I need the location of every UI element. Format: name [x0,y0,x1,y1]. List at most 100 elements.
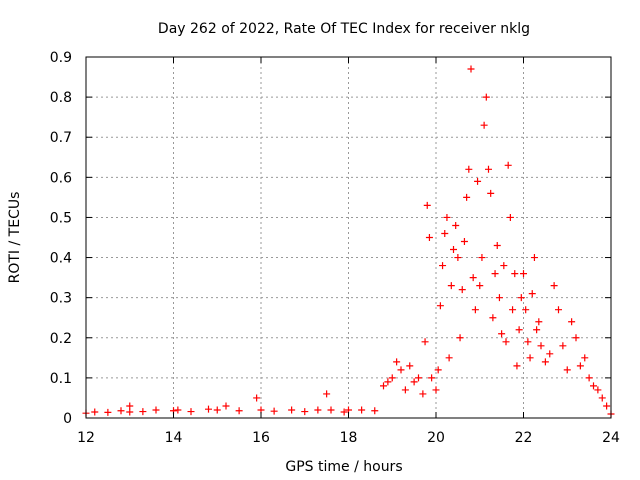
data-point [447,282,455,290]
data-point [533,326,541,334]
data-point [500,262,508,270]
data-point [469,274,477,282]
data-point [493,242,501,250]
data-point [515,326,523,334]
x-tick-label: 18 [340,430,358,446]
grid-lines [86,57,611,418]
data-point [270,407,278,415]
data-point [104,408,112,416]
data-point [340,408,348,416]
data-point [397,366,405,374]
data-point [485,165,492,173]
data-point [253,394,261,402]
data-point [450,246,457,254]
data-point [439,262,447,270]
data-point [388,374,396,382]
x-tick-label: 16 [252,430,270,446]
data-point [585,374,593,382]
x-tick-label: 14 [165,430,183,446]
data-point [301,408,309,416]
data-point [434,366,442,374]
data-point [432,386,440,394]
data-point [541,358,549,366]
data-point [482,93,490,101]
data-point [504,161,512,169]
data-point [205,405,212,413]
data-point [421,338,429,346]
data-point [594,386,602,394]
data-point [535,318,543,326]
data-point [498,330,506,338]
data-point [406,362,414,370]
data-point [415,374,422,382]
data-point [187,408,195,416]
data-point [537,342,545,350]
y-tick-label: 0.8 [50,90,72,106]
data-point [152,406,160,414]
data-point [487,189,495,197]
data-point [546,350,554,358]
data-point [213,406,221,414]
data-point [520,270,527,278]
y-tick-label: 0.1 [50,371,72,387]
data-point [495,294,503,302]
data-point [576,362,584,370]
x-tick-label: 22 [515,430,533,446]
y-tick-label: 0 [63,411,72,427]
data-point [517,294,525,302]
data-point [445,354,453,362]
data-point [568,318,576,326]
data-point [506,213,514,221]
y-tick-label: 0.2 [50,331,72,347]
data-point [117,407,125,415]
data-point [502,338,510,346]
data-point [436,302,444,310]
x-tick-label: 12 [77,430,95,446]
data-point [441,229,449,237]
data-point [559,342,567,350]
data-point [572,334,580,342]
data-point [598,394,606,402]
x-tick-label: 20 [427,430,445,446]
data-point [524,338,532,346]
data-point [384,378,392,386]
tick-labels: 12 14 16 18 20 22 24 0 0.1 0.2 0.3 0.4 0.5 0.6 0.7 0.8 0… [50,50,620,446]
data-point [288,406,296,414]
data-point [478,254,486,262]
data-point [327,406,335,414]
data-point [467,65,475,73]
y-tick-label: 0.4 [50,251,72,267]
y-tick-label: 0.9 [50,50,72,66]
data-point [91,408,99,416]
data-point [528,290,536,298]
data-point [563,366,571,374]
data-point [222,402,230,410]
data-point [380,382,387,390]
data-point [603,402,611,410]
data-point [371,407,379,415]
data-point [423,201,431,209]
data-point [509,306,517,314]
data-point [526,354,534,362]
data-point [401,386,409,394]
y-tick-label: 0.5 [50,210,72,226]
data-point [463,193,471,201]
data-point [530,254,538,262]
data-point [126,408,134,416]
data-point [491,270,499,278]
y-tick-label: 0.7 [50,130,72,146]
data-point [139,408,147,416]
data-point [358,406,366,414]
y-tick-label: 0.3 [50,291,72,307]
data-point [443,213,451,221]
data-point [314,406,322,414]
data-point [471,306,479,314]
data-point [454,254,462,262]
data-point [480,121,488,129]
y-axis-label: ROTI / TECUs [7,192,23,284]
data-point [428,374,436,382]
data-point [581,354,589,362]
data-point [410,378,418,386]
data-point [476,282,484,290]
data-point [456,334,464,342]
